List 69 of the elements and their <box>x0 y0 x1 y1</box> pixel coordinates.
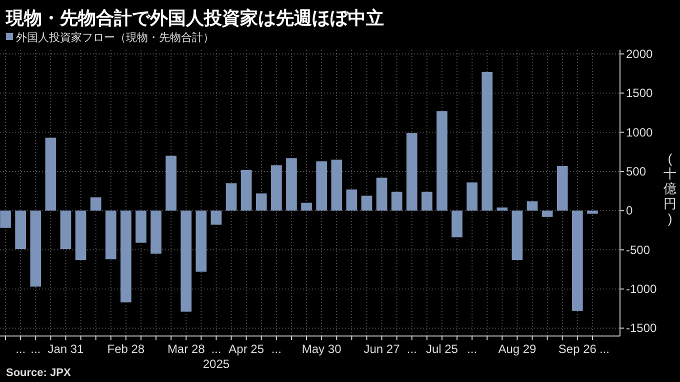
bar <box>436 111 448 211</box>
x-tick-label: May 30 <box>302 342 342 356</box>
y-tick-label: -1500 <box>626 321 657 336</box>
bar <box>196 210 207 272</box>
bar <box>15 210 26 250</box>
y-axis-title: (十億円) <box>664 151 676 226</box>
bar <box>210 210 222 225</box>
bar <box>422 192 432 211</box>
bar <box>316 161 327 211</box>
y-tick-label: 0 <box>626 204 633 218</box>
bar <box>526 201 538 211</box>
x-tick-label: ... <box>406 342 417 356</box>
bar <box>136 210 146 243</box>
legend-label: 外国人投資家フロー（現物・先物合計） <box>16 31 214 44</box>
bar <box>301 202 312 211</box>
bar <box>271 165 282 211</box>
x-tick-label: ... <box>467 342 478 356</box>
bar <box>90 197 102 211</box>
bar <box>0 210 11 228</box>
bar <box>361 196 372 211</box>
y-tick-label: -1000 <box>626 282 657 296</box>
bar <box>60 210 72 250</box>
x-tick-label: Aug 29 <box>498 342 536 356</box>
bar <box>542 210 553 217</box>
source-note: Source: JPX <box>6 367 72 379</box>
y-tick-label: 1500 <box>626 86 653 100</box>
x-tick-label: Jun 27 <box>364 342 400 356</box>
x-tick-label: ... <box>599 342 610 356</box>
bar <box>466 182 478 211</box>
bar <box>150 210 162 254</box>
bar <box>587 210 598 214</box>
y-tick-label: 2000 <box>626 46 653 61</box>
bar <box>75 210 86 260</box>
bar <box>30 210 42 287</box>
bar <box>226 183 237 211</box>
bar <box>406 133 418 211</box>
x-tick-label: ... <box>211 342 222 356</box>
y-tick-label: 1000 <box>626 125 653 140</box>
x-tick-label: Apr 25 <box>228 342 264 356</box>
bar <box>166 156 176 211</box>
bar <box>120 210 132 302</box>
bar <box>45 138 56 211</box>
bar <box>482 72 493 211</box>
y-tick-label: 500 <box>626 164 646 178</box>
x-axis-title: 2025 <box>202 357 230 371</box>
bar <box>556 166 568 211</box>
bar <box>376 178 388 211</box>
x-tick-label: Feb 28 <box>107 342 145 356</box>
bar <box>346 189 358 211</box>
bar <box>286 158 297 211</box>
chart-title: 現物・先物合計で外国人投資家は先週ほぼ中立 <box>5 8 384 28</box>
x-tick-label: Jan 31 <box>48 342 84 356</box>
bar <box>391 192 402 211</box>
bar <box>331 160 342 211</box>
x-tick-label: Sep 26 <box>558 342 596 356</box>
x-tick-label: ... <box>30 342 41 356</box>
x-tick-label: ... <box>16 342 26 356</box>
bar <box>105 210 116 260</box>
y-tick-label: -500 <box>626 242 650 257</box>
x-tick-label: Jul 25 <box>426 342 458 356</box>
bar <box>452 210 462 238</box>
bar <box>512 210 523 260</box>
bar <box>572 210 583 311</box>
x-tick-label: ... <box>271 342 282 356</box>
bar <box>256 193 267 211</box>
bar <box>240 170 252 211</box>
bar <box>180 210 192 312</box>
bar <box>496 207 508 211</box>
x-tick-label: Mar 28 <box>167 342 205 356</box>
